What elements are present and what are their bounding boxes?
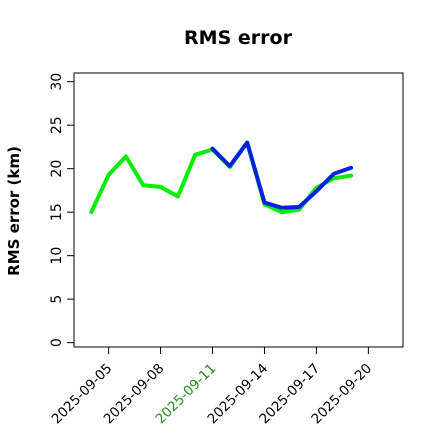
- y-tick-label: 0: [49, 338, 65, 347]
- y-axis: 0 5 10 15 20 25 30: [49, 73, 74, 347]
- y-tick-label: 5: [49, 295, 65, 304]
- y-axis-label: RMS error (km): [5, 146, 23, 276]
- y-tick-label: 15: [49, 203, 65, 221]
- y-tick-label: 20: [49, 160, 65, 178]
- series-line-1: [89, 140, 354, 215]
- series-line-2: [210, 140, 354, 210]
- y-tick-label: 30: [49, 73, 65, 91]
- x-axis: 2025-09-052025-09-082025-09-112025-09-14…: [49, 347, 375, 427]
- series-group: [89, 140, 354, 215]
- y-tick-label: 10: [49, 247, 65, 265]
- chart-title: RMS error: [184, 27, 293, 49]
- y-tick-label: 25: [49, 116, 65, 134]
- plot-frame: [73, 72, 404, 348]
